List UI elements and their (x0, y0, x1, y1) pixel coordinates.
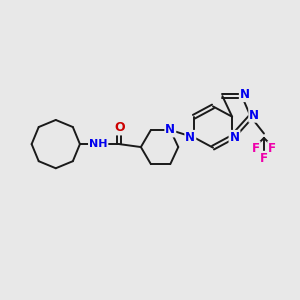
Text: F: F (252, 142, 260, 155)
Text: N: N (185, 131, 195, 144)
Text: N: N (240, 88, 250, 101)
Text: N: N (165, 124, 175, 136)
Text: N: N (230, 131, 239, 144)
Text: F: F (260, 152, 268, 165)
Text: NH: NH (89, 139, 107, 149)
Text: N: N (249, 109, 259, 122)
Text: O: O (114, 122, 125, 134)
Text: F: F (268, 142, 276, 155)
